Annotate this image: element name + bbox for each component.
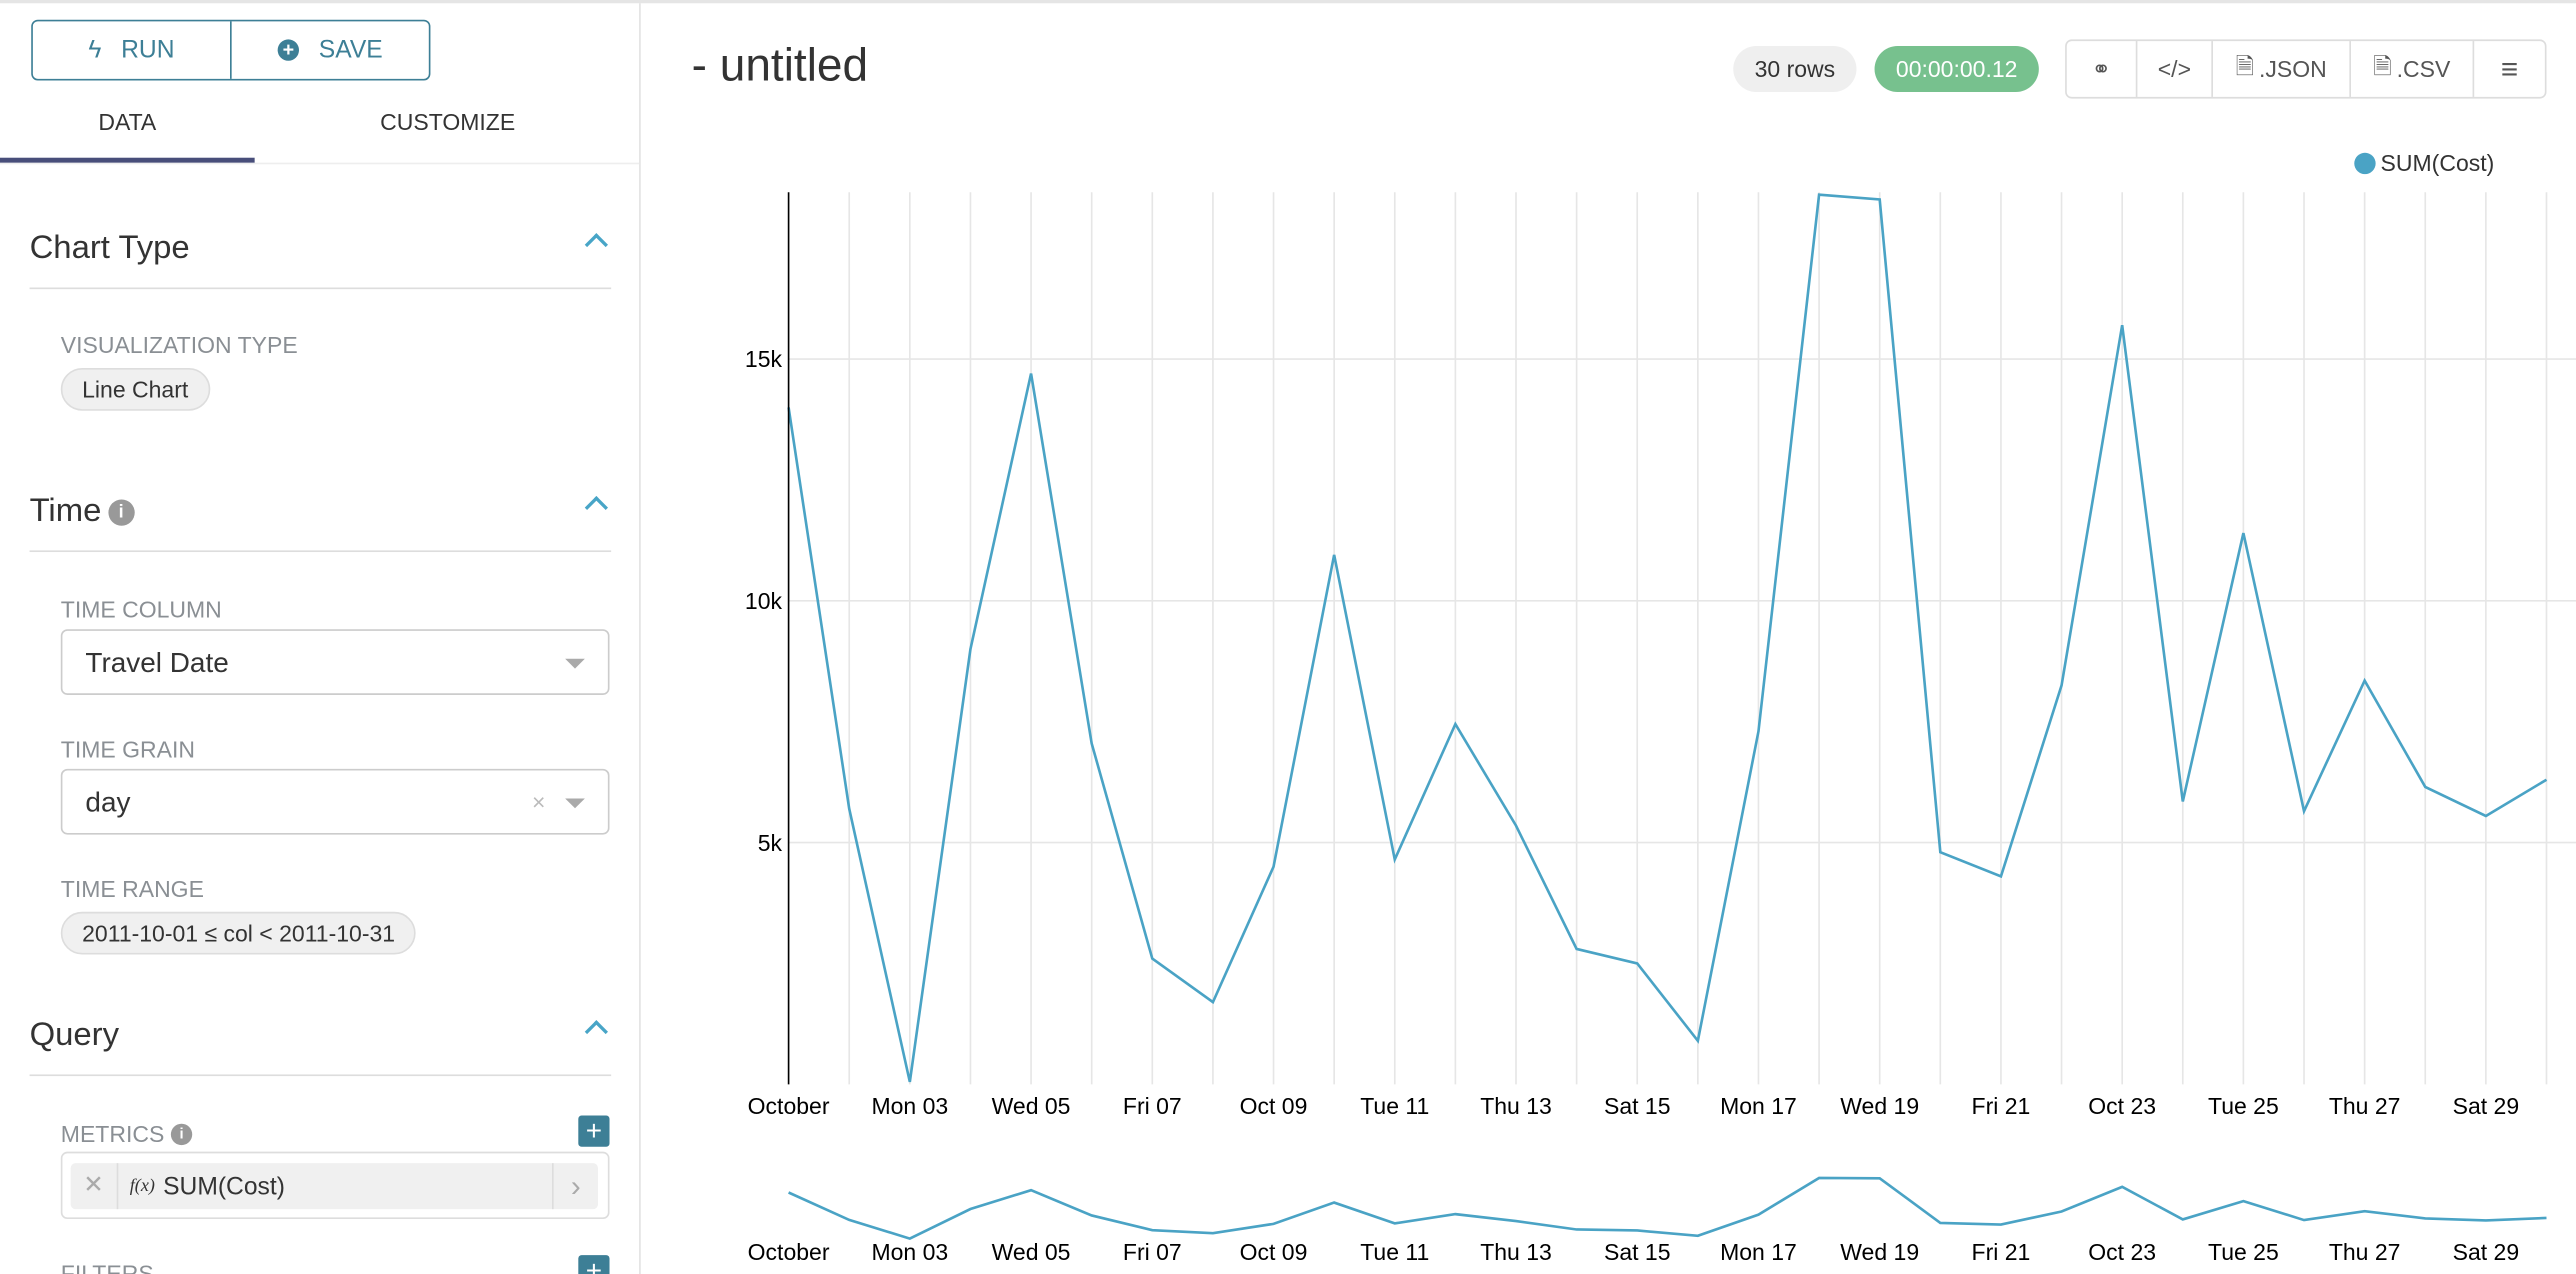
tab-customize[interactable]: CUSTOMIZE [380,108,516,135]
chart-area: - untitled 30 rows 00:00:00.12 ⚭ </> 🗎 .J… [642,3,2576,1274]
caret-down-icon [565,798,585,809]
metrics-label-text: METRICS [60,1120,165,1147]
chevron-right-icon[interactable]: › [552,1163,598,1210]
tab-data[interactable]: DATA [0,99,255,163]
chevron-up-icon[interactable] [584,496,608,520]
legend-item[interactable]: SUM(Cost) [2354,150,2494,176]
time-grain-select[interactable]: day × [60,768,610,835]
time-range-label: TIME RANGE [60,875,204,902]
chevron-up-icon[interactable] [584,233,608,257]
save-label: SAVE [318,36,383,65]
clear-icon[interactable]: × [531,788,546,815]
json-export-button[interactable]: 🗎 .JSON [2211,41,2349,97]
legend-label: SUM(Cost) [2380,149,2495,176]
json-label: .JSON [2259,55,2327,83]
panel-tabs: DATA CUSTOMIZE [0,99,640,165]
link-icon: ⚭ [2091,55,2111,82]
menu-button[interactable]: ≡ [2472,41,2545,97]
section-title: Query [29,1016,120,1054]
metric-tag[interactable]: ✕ f(x) SUM(Cost) › [70,1163,599,1210]
section-chart-type[interactable]: Chart Type [29,230,612,290]
csv-export-button[interactable]: 🗎 .CSV [2349,41,2472,97]
row-count-badge: 30 rows [1733,46,1857,93]
viz-type-pill[interactable]: Line Chart [60,368,210,411]
section-title: Time [29,492,102,530]
chart-actions: ⚭ </> 🗎 .JSON 🗎 .CSV ≡ [2065,39,2547,99]
control-panel: ϟ RUN + SAVE DATA CUSTOMIZE Chart Type VIS… [0,3,641,1274]
csv-label: .CSV [2396,55,2451,83]
time-column-label: TIME COLUMN [60,596,222,623]
chart-title[interactable]: - untitled [691,39,869,91]
plus-circle-icon: + [277,39,300,61]
add-filter-button[interactable]: + [578,1255,610,1274]
link-button[interactable]: ⚭ [2067,41,2136,97]
info-icon[interactable]: i [107,499,135,526]
metrics-label: METRICS i [60,1120,193,1147]
time-range-pill[interactable]: 2011-10-01 ≤ col < 2011-10-31 [60,911,417,955]
selected-value: day [85,786,131,819]
embed-button[interactable]: </> [2135,41,2212,97]
time-column-select[interactable]: Travel Date [60,629,610,695]
chevron-up-icon[interactable] [584,1020,608,1044]
section-time[interactable]: Time i [29,492,612,553]
section-title: Chart Type [29,230,190,267]
run-label: RUN [121,36,175,65]
metrics-box: ✕ f(x) SUM(Cost) › [60,1151,610,1220]
section-query[interactable]: Query [29,1016,612,1077]
hamburger-icon: ≡ [2500,51,2519,85]
time-grain-label: TIME GRAIN [60,736,195,763]
selected-value: Travel Date [85,647,229,679]
filters-label: FILTERS [60,1260,154,1274]
run-save-group: ϟ RUN + SAVE [31,19,431,81]
run-button[interactable]: ϟ RUN [33,21,230,79]
remove-metric-icon[interactable]: ✕ [71,1163,119,1210]
info-icon[interactable]: i [170,1123,193,1146]
caret-down-icon [565,658,585,669]
bolt-icon: ϟ [88,36,102,65]
code-icon: </> [2157,55,2192,83]
add-metric-button[interactable]: + [578,1115,610,1147]
file-text-icon: 🗎 [2373,52,2392,79]
query-duration-badge: 00:00:00.12 [1874,46,2039,93]
file-code-icon: 🗎 [2235,52,2255,79]
metric-label: SUM(Cost) [163,1172,285,1201]
save-button[interactable]: + SAVE [230,21,429,79]
viz-type-label: VISUALIZATION TYPE [60,331,298,359]
legend-dot [2354,151,2376,174]
fx-icon: f(x) [129,1176,155,1197]
